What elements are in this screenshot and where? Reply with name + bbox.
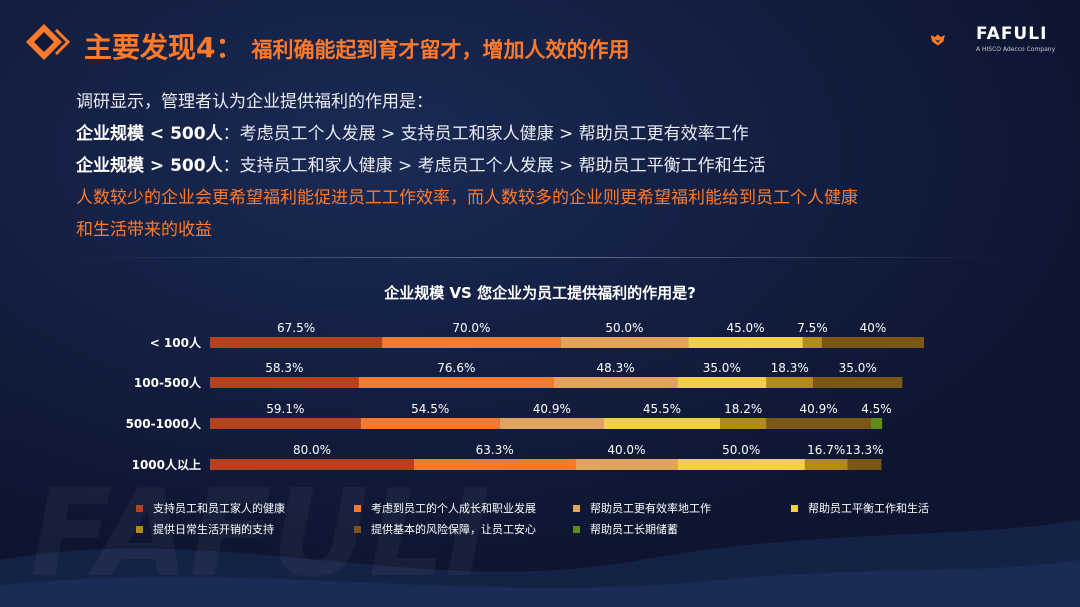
data-label: 16.7% [807,443,845,457]
small-company-text: ：考虑员工个人发展 > 支持员工和家人健康 > 帮助员工更有效率工作 [222,124,749,144]
legend-item: 支持员工和员工家人的健康 [136,500,285,516]
legend-swatch [354,504,361,512]
legend-swatch [573,504,580,512]
data-label: 70.0% [452,321,490,335]
bar-segment [210,337,383,348]
page-title: 主要发现4： 福利确能起到育才留才，增加人效的作用 [84,26,629,66]
bar-segment [382,337,561,348]
legend-label: 帮助员工更有效率地工作 [590,502,711,515]
data-label: 40.0% [607,443,645,457]
svg-text:FAFULI: FAFULI [30,465,490,604]
large-company-label: 企业规模 > 500人 [76,156,223,176]
bar-segment [575,459,678,470]
logo-name: FAFULI [976,24,1048,44]
bar-segment [677,377,767,388]
page-title-sub: 福利确能起到育才留才，增加人效的作用 [251,38,630,62]
data-label: 40% [860,321,887,335]
bar-segment [360,418,500,429]
legend-item: 考虑到员工的个人成长和职业发展 [354,500,536,516]
bar-segment [358,377,554,388]
bar-segment [553,377,678,388]
data-label: 18.3% [771,361,809,375]
data-label: 50.0% [722,443,760,457]
bar-segment [688,337,803,348]
page-title-main: 主要发现4： [84,31,244,64]
bar-segment [677,459,805,470]
bar-segment [560,337,689,348]
data-label: 76.6% [437,361,475,375]
chart-title: 企业规模 VS 您企业为员工提供福利的作用是? [384,284,696,302]
section-divider [80,257,1000,258]
legend-swatch [136,504,143,512]
legend-label: 帮助员工长期储蓄 [590,523,678,536]
category-label: < 100人 [150,335,202,350]
findings-intro: 调研显示，管理者认为企业提供福利的作用是： [76,92,433,112]
large-company-text: ：支持员工和家人健康 > 考虑员工个人发展 > 帮助员工平衡工作和生活 [222,156,766,176]
data-label: 45.5% [643,402,681,416]
legend-item: 提供基本的风险保障，让员工安心 [354,521,536,537]
data-label: 48.3% [597,361,635,375]
bar-segment [210,418,361,429]
legend-swatch [573,525,580,533]
findings-large-company: 企业规模 > 500人：支持员工和家人健康 > 考虑员工个人发展 > 帮助员工平… [76,150,858,182]
bar-segment [766,418,871,429]
data-label: 45.0% [726,321,764,335]
bar-segment [802,337,822,348]
bar-segment [813,377,903,388]
data-label: 13.3% [845,443,883,457]
data-label: 80.0% [293,443,331,457]
legend-item: 提供日常生活开销的支持 [136,521,274,537]
data-label: 35.0% [839,361,877,375]
category-label: 1000人以上 [132,457,201,472]
bar-segment [766,377,814,388]
logo-tagline: A HISCO Adecco Company [976,46,1056,53]
data-label: 40.9% [533,402,571,416]
legend-label: 考虑到员工的个人成长和职业发展 [371,502,536,515]
bar-segment [414,459,576,470]
legend-swatch [354,525,361,533]
bar-segment [822,337,924,348]
data-label: 63.3% [476,443,514,457]
data-label: 40.9% [799,402,837,416]
bar-segment [603,418,720,429]
legend-label: 提供基本的风险保障，让员工安心 [371,523,536,536]
bar-segment [847,459,882,470]
data-label: 54.5% [411,402,449,416]
findings-conclusion-1: 人数较少的企业会更希望福利能促进员工工作效率，而人数较多的企业则更希望福利能给到… [76,188,858,208]
data-label: 58.3% [265,361,303,375]
findings-text: 调研显示，管理者认为企业提供福利的作用是： 企业规模 < 500人：考虑员工个人… [76,86,858,246]
legend-item: 帮助员工平衡工作和生活 [791,500,929,516]
legend-label: 帮助员工平衡工作和生活 [808,502,929,515]
data-label: 67.5% [277,321,315,335]
small-company-label: 企业规模 < 500人 [76,124,223,144]
data-label: 18.2% [724,402,762,416]
legend-item: 帮助员工更有效率地工作 [573,500,711,516]
data-label: 4.5% [861,402,892,416]
bar-segment [720,418,767,429]
legend-item: 帮助员工长期储蓄 [573,521,678,537]
diamond-arrow-icon [26,24,70,60]
bar-segment [210,459,414,470]
legend-label: 提供日常生活开销的支持 [153,523,274,536]
bar-segment [870,418,883,429]
data-label: 50.0% [605,321,643,335]
data-label: 7.5% [797,321,828,335]
bar-segment [499,418,604,429]
legend-swatch [791,504,798,512]
bar-segment [804,459,848,470]
findings-small-company: 企业规模 < 500人：考虑员工个人发展 > 支持员工和家人健康 > 帮助员工更… [76,118,858,150]
fox-logo-icon [930,34,945,46]
legend-label: 支持员工和员工家人的健康 [153,502,285,515]
bar-segment [210,377,359,388]
findings-conclusion-2: 和生活带来的收益 [76,220,212,240]
data-label: 59.1% [266,402,304,416]
category-label: 100-500人 [134,375,202,390]
data-label: 35.0% [703,361,741,375]
category-label: 500-1000人 [126,416,202,431]
legend-swatch [136,525,143,533]
